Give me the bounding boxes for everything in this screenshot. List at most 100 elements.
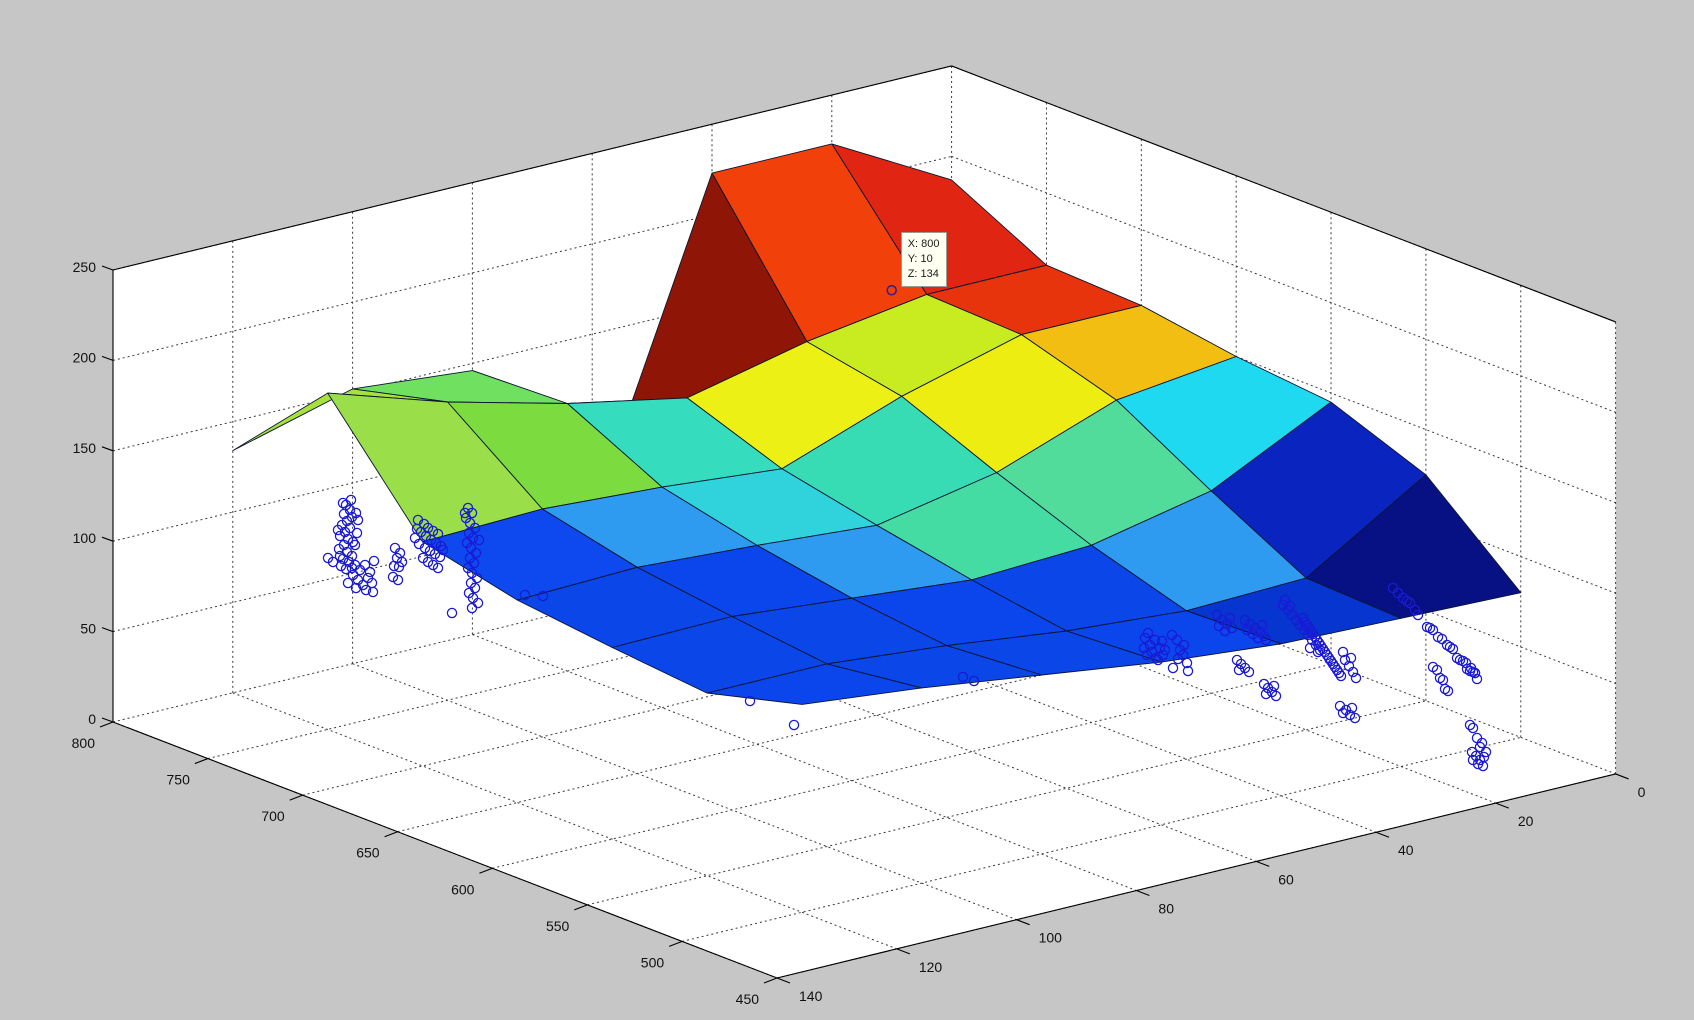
scatter-point[interactable] bbox=[1139, 632, 1151, 644]
scatter-point[interactable] bbox=[1333, 667, 1345, 679]
scatter-point[interactable] bbox=[411, 523, 423, 535]
scatter-point[interactable] bbox=[430, 537, 442, 549]
scatter-point[interactable] bbox=[1451, 652, 1463, 664]
scatter-point[interactable] bbox=[1304, 642, 1316, 654]
scatter-point[interactable] bbox=[1154, 642, 1166, 654]
scatter-point[interactable] bbox=[351, 527, 363, 539]
scatter-point[interactable] bbox=[1480, 746, 1492, 758]
scatter-point[interactable] bbox=[473, 534, 485, 546]
scatter-point[interactable] bbox=[1142, 627, 1154, 639]
scatter-point[interactable] bbox=[1335, 670, 1347, 682]
scatter-point[interactable] bbox=[1471, 673, 1483, 685]
scatter-point[interactable] bbox=[1404, 597, 1416, 609]
scatter-point[interactable] bbox=[1156, 635, 1168, 647]
scatter-point[interactable] bbox=[1233, 664, 1245, 676]
scatter-point[interactable] bbox=[1434, 672, 1446, 684]
scatter-point[interactable] bbox=[1467, 754, 1479, 766]
scatter-point[interactable] bbox=[1181, 657, 1193, 669]
scatter-point[interactable] bbox=[342, 577, 354, 589]
scatter-point[interactable] bbox=[343, 556, 355, 568]
scatter-point[interactable] bbox=[367, 586, 379, 598]
scatter-point[interactable] bbox=[1172, 653, 1184, 665]
scatter-point[interactable] bbox=[1159, 644, 1171, 656]
scatter-point[interactable] bbox=[1424, 622, 1436, 634]
scatter-point[interactable] bbox=[327, 556, 339, 568]
scatter-point[interactable] bbox=[1141, 649, 1153, 661]
scatter-point[interactable] bbox=[1260, 634, 1272, 646]
scatter-point[interactable] bbox=[360, 584, 372, 596]
scatter-point[interactable] bbox=[335, 560, 347, 572]
scatter-point[interactable] bbox=[1457, 655, 1469, 667]
scatter-point[interactable] bbox=[1270, 690, 1282, 702]
scatter-point[interactable] bbox=[1427, 624, 1439, 636]
scatter-point[interactable] bbox=[744, 695, 756, 707]
scatter-point[interactable] bbox=[1182, 665, 1194, 677]
scatter-point[interactable] bbox=[459, 507, 471, 519]
scatter-point[interactable] bbox=[1152, 654, 1164, 666]
scatter-point[interactable] bbox=[1138, 642, 1150, 654]
surface-face[interactable] bbox=[706, 663, 923, 705]
scatter-point[interactable] bbox=[1256, 619, 1268, 631]
scatter-point[interactable] bbox=[1347, 666, 1359, 678]
scatter-point[interactable] bbox=[1350, 672, 1362, 684]
scatter-point[interactable] bbox=[425, 534, 437, 546]
scatter-point[interactable] bbox=[1467, 722, 1479, 734]
scatter-point[interactable] bbox=[387, 571, 399, 583]
scatter-point[interactable] bbox=[1345, 652, 1357, 664]
scatter-point[interactable] bbox=[1226, 622, 1238, 634]
scatter-point[interactable] bbox=[1260, 688, 1272, 700]
scatter-point[interactable] bbox=[1409, 604, 1421, 616]
scatter-point[interactable] bbox=[350, 507, 362, 519]
scatter-point[interactable] bbox=[350, 582, 362, 594]
scatter-point[interactable] bbox=[446, 607, 458, 619]
scatter-point[interactable] bbox=[434, 551, 446, 563]
scatter-point[interactable] bbox=[1344, 709, 1356, 721]
scatter-point[interactable] bbox=[1442, 685, 1454, 697]
scatter-point[interactable] bbox=[393, 561, 405, 573]
scatter-point[interactable] bbox=[388, 560, 400, 572]
scatter-point[interactable] bbox=[429, 548, 441, 560]
scatter-point[interactable] bbox=[1349, 712, 1361, 724]
scatter-point[interactable] bbox=[346, 562, 358, 574]
scatter-point[interactable] bbox=[332, 524, 344, 536]
scatter-point[interactable] bbox=[337, 553, 349, 565]
scatter-point[interactable] bbox=[337, 497, 349, 509]
scatter-point[interactable] bbox=[419, 542, 431, 554]
scatter-point[interactable] bbox=[422, 556, 434, 568]
scatter-point[interactable] bbox=[1337, 646, 1349, 658]
scatter-point[interactable] bbox=[1171, 634, 1183, 646]
scatter-point[interactable] bbox=[968, 675, 980, 687]
scatter-point[interactable] bbox=[1337, 707, 1349, 719]
scatter-point[interactable] bbox=[1178, 639, 1190, 651]
scatter-point[interactable] bbox=[349, 539, 361, 551]
scatter-point[interactable] bbox=[1268, 680, 1280, 692]
scatter-point[interactable] bbox=[1447, 643, 1459, 655]
scatter-point[interactable] bbox=[466, 602, 478, 614]
scatter-point[interactable] bbox=[1439, 683, 1451, 695]
scatter-point[interactable] bbox=[347, 536, 359, 548]
scatter-point[interactable] bbox=[1167, 662, 1179, 674]
scatter-point[interactable] bbox=[1149, 634, 1161, 646]
scatter-point[interactable] bbox=[334, 550, 346, 562]
scatter-point[interactable] bbox=[1464, 719, 1476, 731]
scatter-point[interactable] bbox=[359, 559, 371, 571]
scatter-point[interactable] bbox=[424, 545, 436, 557]
scatter-point[interactable] bbox=[1346, 702, 1358, 714]
scatter-point[interactable] bbox=[1477, 760, 1489, 772]
scatter-point[interactable] bbox=[1243, 666, 1255, 678]
datatip-tooltip[interactable]: X: 800 Y: 10 Z: 134 bbox=[900, 232, 947, 287]
scatter-point[interactable] bbox=[1469, 667, 1481, 679]
scatter-point[interactable] bbox=[1461, 663, 1473, 675]
scatter-point[interactable] bbox=[1284, 600, 1296, 612]
datatip-selected-point[interactable] bbox=[886, 285, 897, 296]
scatter-point[interactable] bbox=[1224, 612, 1236, 624]
scatter-point[interactable] bbox=[340, 563, 352, 575]
scatter-point[interactable] bbox=[427, 559, 439, 571]
scatter-point[interactable] bbox=[1412, 609, 1424, 621]
scatter-point[interactable] bbox=[1252, 632, 1264, 644]
scatter-point[interactable] bbox=[346, 550, 358, 562]
scatter-point[interactable] bbox=[364, 566, 376, 578]
scatter-point[interactable] bbox=[537, 590, 549, 602]
scatter-point[interactable] bbox=[368, 555, 380, 567]
scatter-point[interactable] bbox=[957, 671, 969, 683]
